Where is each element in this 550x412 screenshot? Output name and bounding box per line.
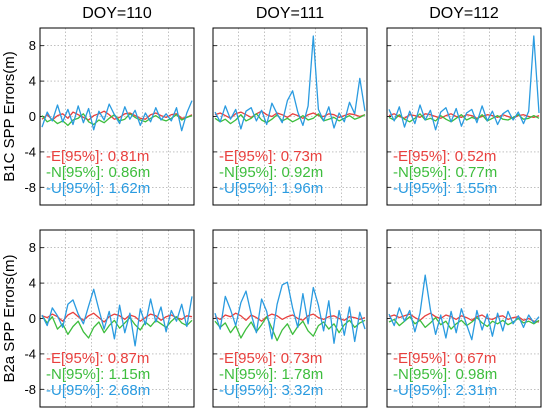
stat-label-U: -U[95%]: 1.55m [393,180,497,197]
series-U-line [388,274,540,341]
column-title: DOY=111 [256,5,324,22]
series-U-line [388,35,540,131]
plot-frame [39,27,195,206]
stat-label-U: -U[95%]: 1.62m [46,180,150,197]
series-U-line [214,35,366,130]
chart-panel: -E[95%]: 0.67m-N[95%]: 0.98m-U[95%]: 2.3… [386,229,542,408]
stat-label-E: -E[95%]: 0.81m [46,148,149,165]
y-tick-label: -4 [24,346,36,361]
y-tick-label: 8 [29,240,36,255]
stat-label-E: -E[95%]: 0.52m [393,148,496,165]
chart-panel: -E[95%]: 0.52m-N[95%]: 0.77m-U[95%]: 1.5… [386,27,542,206]
stat-label-U: -U[95%]: 3.32m [219,382,323,399]
series-U-line [41,288,193,347]
series-N-line [214,113,366,125]
stat-label-E: -E[95%]: 0.73m [219,148,322,165]
chart-panel: 8 4 0 -4 -8 -E[95%]: 0.87m-N[95%]: 1.15m-U[95… [24,229,195,408]
y-axis-label: B1C SPP Errors(m) [1,51,18,182]
y-tick-label: 4 [29,276,36,291]
series-N-line [41,113,193,127]
stat-label-U: -U[95%]: 2.68m [46,382,150,399]
stat-label-N: -N[95%]: 1.15m [46,366,150,383]
stat-label-U: -U[95%]: 1.96m [219,180,323,197]
y-tick-label: -8 [24,382,36,397]
y-axis-label: B2a SPP Errors(m) [1,254,18,382]
y-tick-label: 0 [29,109,36,124]
chart-panel: -E[95%]: 0.73m-N[95%]: 0.92m-U[95%]: 1.9… [212,27,368,206]
y-tick-label: -8 [24,180,36,195]
series-N-line [388,113,540,123]
y-tick-label: 8 [29,38,36,53]
plot-frame [39,229,195,408]
series-U-line [41,100,193,132]
y-tick-label: 0 [29,311,36,326]
stat-label-E: -E[95%]: 0.73m [219,350,322,367]
plot-frame [386,229,542,408]
plot-frame [386,27,542,206]
y-tick-label: -4 [24,144,36,159]
series-U-line [214,281,366,344]
series-E-line [214,110,366,119]
y-tick-label: 4 [29,74,36,89]
stat-label-E: -E[95%]: 0.87m [46,350,149,367]
series-N-line [214,316,366,342]
series-E-line [214,312,366,322]
column-title: DOY=112 [429,5,499,22]
stat-label-E: -E[95%]: 0.67m [393,350,496,367]
stat-label-N: -N[95%]: 0.86m [46,164,150,181]
stat-label-N: -N[95%]: 0.98m [393,366,497,383]
stat-label-N: -N[95%]: 0.77m [393,164,497,181]
plot-frame [212,229,368,408]
plot-frame [212,27,368,206]
chart-panel: 8 4 0 -4 -8 -E[95%]: 0.81m-N[95%]: 0.86m-U[95… [24,27,195,206]
series-E-line [41,311,193,323]
stat-label-N: -N[95%]: 1.78m [219,366,323,383]
stat-label-U: -U[95%]: 2.31m [393,382,497,399]
chart-panel: -E[95%]: 0.73m-N[95%]: 1.78m-U[95%]: 3.3… [212,229,368,408]
stat-label-N: -N[95%]: 0.92m [219,164,323,181]
column-title: DOY=110 [82,5,152,22]
